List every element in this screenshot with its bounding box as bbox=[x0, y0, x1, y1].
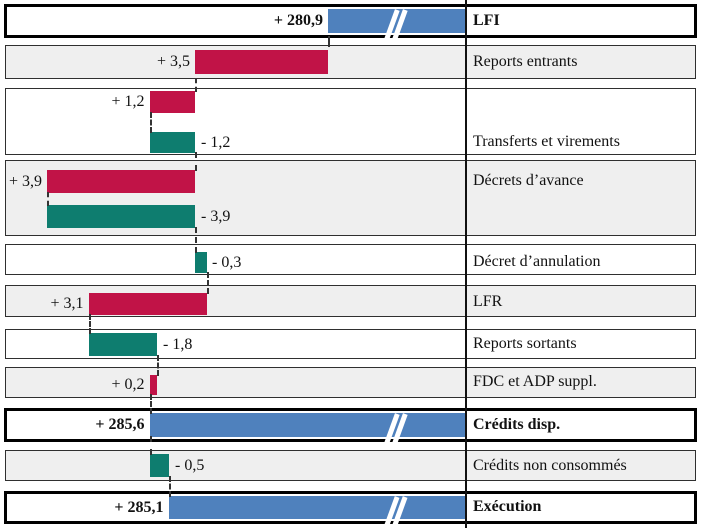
bar-value-label: + 280,9 bbox=[273, 12, 323, 29]
bar-value-label: + 3,9 bbox=[8, 172, 42, 190]
bar-value-label: - 1,2 bbox=[201, 133, 231, 151]
bar-value-label: + 285,6 bbox=[95, 416, 145, 433]
row-label: Décret d’annulation bbox=[473, 253, 601, 270]
bar-value-label: + 3,1 bbox=[50, 295, 84, 312]
row-label: Transferts et virements bbox=[473, 133, 620, 150]
chart-row bbox=[5, 45, 696, 79]
chart-row bbox=[5, 450, 696, 481]
connector-line bbox=[195, 227, 197, 253]
bar-value-label: + 3,5 bbox=[156, 53, 190, 70]
red-bar bbox=[195, 50, 328, 74]
row-label: FDC et ADP suppl. bbox=[473, 373, 597, 390]
blue-bar bbox=[168, 496, 465, 519]
connector-line bbox=[149, 436, 152, 455]
teal-bar bbox=[47, 205, 195, 228]
row-label: Reports entrants bbox=[473, 53, 578, 70]
label-column-divider bbox=[465, 0, 467, 528]
bar-value-label: + 285,1 bbox=[114, 498, 164, 516]
connector-line bbox=[206, 272, 209, 294]
row-label: Décrets d’avance bbox=[473, 172, 584, 189]
connector-line bbox=[195, 78, 197, 92]
teal-bar bbox=[88, 333, 157, 356]
connector-line bbox=[195, 152, 197, 171]
row-label: Crédits non consommés bbox=[473, 456, 627, 474]
row-label: Exécution bbox=[473, 498, 542, 515]
connector-line bbox=[168, 476, 171, 497]
row-label: LFR bbox=[473, 293, 503, 310]
red-bar bbox=[149, 375, 157, 395]
bar-value-label: - 0,3 bbox=[212, 253, 242, 271]
blue-bar bbox=[149, 413, 465, 437]
red-bar bbox=[47, 170, 195, 193]
red-bar bbox=[88, 293, 207, 315]
teal-bar bbox=[149, 132, 195, 153]
connector-line bbox=[157, 355, 159, 376]
connector-line bbox=[88, 314, 91, 334]
teal-bar bbox=[195, 252, 207, 273]
connector-line bbox=[149, 394, 152, 414]
bar-value-label: - 0,5 bbox=[175, 456, 205, 474]
connector-line bbox=[328, 36, 330, 47]
bar-value-label: - 3,9 bbox=[201, 207, 231, 225]
connector-line bbox=[47, 192, 49, 206]
bar-value-label: + 1,2 bbox=[111, 93, 145, 110]
chart-row bbox=[5, 244, 696, 275]
row-label: Crédits disp. bbox=[473, 416, 561, 433]
row-label: LFI bbox=[473, 12, 500, 29]
bar-value-label: + 0,2 bbox=[111, 376, 145, 393]
teal-bar bbox=[149, 454, 169, 477]
bar-value-label: - 1,8 bbox=[163, 335, 193, 353]
row-label: Reports sortants bbox=[473, 335, 577, 352]
red-bar bbox=[149, 91, 195, 113]
chart-row bbox=[5, 88, 696, 155]
chart-row bbox=[5, 367, 696, 398]
connector-line bbox=[149, 112, 152, 133]
